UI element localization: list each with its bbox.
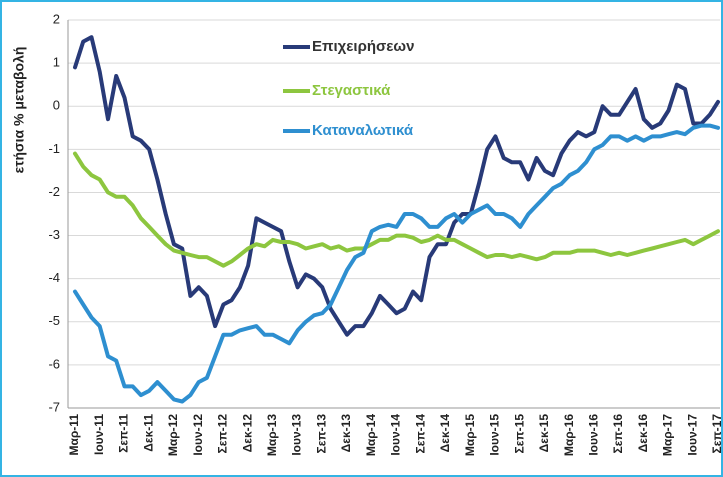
series-line (73, 35, 720, 337)
x-tick-label: Δεκ-15 (537, 414, 551, 453)
x-tick-label: Ιουν-17 (685, 414, 699, 456)
y-tick-label: -4 (48, 270, 60, 285)
legend-label: Στεγαστικά (312, 82, 391, 99)
y-tick-label: 2 (53, 11, 60, 26)
x-tick-label: Δεκ-11 (141, 414, 155, 452)
x-tick-label: Σεπ-17 (710, 414, 723, 454)
series-line (73, 123, 720, 404)
x-tick-label: Μαρ-11 (67, 414, 81, 456)
x-tick-label: Ιουν-14 (389, 414, 403, 456)
y-tick-label: -1 (48, 141, 60, 156)
x-tick-label: Σεπ-15 (512, 414, 526, 454)
y-tick-label: -7 (48, 399, 60, 414)
x-tick-label: Σεπ-14 (413, 414, 427, 454)
x-tick-label: Μαρ-16 (562, 414, 576, 456)
y-tick-label: 0 (53, 98, 60, 113)
x-tick-label: Σεπ-16 (611, 414, 625, 454)
series-line (73, 151, 720, 268)
x-tick-label: Ιουν-13 (290, 414, 304, 456)
x-tick-label: Μαρ-17 (661, 414, 675, 456)
x-tick-label: Μαρ-13 (265, 414, 279, 456)
x-tick-label: Δεκ-12 (240, 414, 254, 453)
y-tick-label: -5 (48, 313, 60, 328)
legend-label: Καταναλωτικά (312, 122, 414, 139)
legend-label: Επιχειρήσεων (312, 38, 414, 55)
x-tick-label: Ιουν-12 (191, 414, 205, 456)
x-tick-label: Σεπ-11 (117, 414, 131, 453)
x-tick-label: Δεκ-14 (438, 414, 452, 453)
x-tick-label: Σεπ-12 (216, 414, 230, 454)
y-tick-label: -3 (48, 227, 60, 242)
x-tick-label: Σεπ-13 (314, 414, 328, 454)
x-tick-label: Ιουν-15 (488, 414, 502, 456)
x-tick-label: Ιουν-11 (92, 414, 106, 455)
x-tick-label: Δεκ-16 (636, 414, 650, 453)
x-tick-label: Ιουν-16 (587, 414, 601, 456)
y-tick-label: 1 (53, 55, 60, 70)
x-tick-label: Μαρ-12 (166, 414, 180, 456)
y-tick-label: -2 (48, 184, 60, 199)
x-tick-label: Δεκ-13 (339, 414, 353, 453)
x-tick-label: Μαρ-15 (463, 414, 477, 456)
y-axis-label: ετήσια % μεταβολή (11, 47, 27, 174)
x-tick-label: Μαρ-14 (364, 414, 378, 456)
y-tick-label: -6 (48, 356, 60, 371)
